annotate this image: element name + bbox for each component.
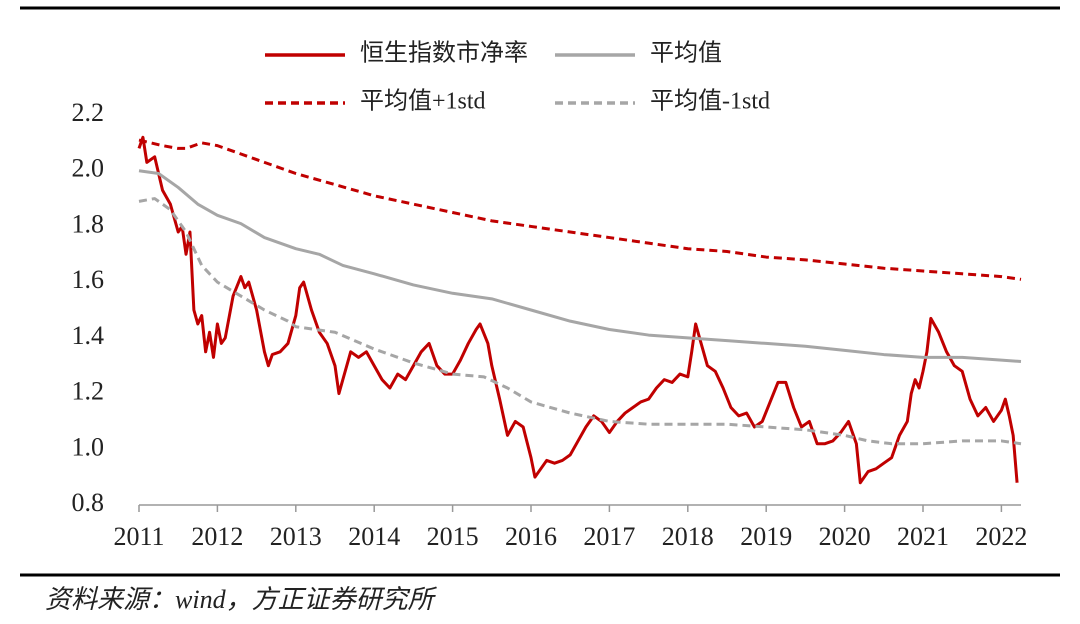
y-tick-label: 1.2 (72, 377, 105, 406)
x-tick-label: 2013 (270, 522, 322, 551)
series-line (138, 197, 1022, 446)
y-tick-label: 2.2 (72, 98, 105, 127)
legend-label: 平均值-1std (650, 88, 770, 115)
x-tick-label: 2016 (505, 522, 557, 551)
series-line (138, 169, 1022, 364)
x-tick-label: 2018 (662, 522, 714, 551)
x-tick-label: 2014 (348, 522, 400, 551)
x-tick-label: 2020 (819, 522, 871, 551)
y-tick-label: 1.0 (72, 432, 105, 461)
x-tick-label: 2022 (975, 522, 1027, 551)
series-line (138, 138, 1022, 281)
x-tick-label: 2015 (427, 522, 479, 551)
x-tick-label: 2021 (897, 522, 949, 551)
y-tick-label: 1.8 (72, 209, 105, 238)
x-tick-label: 2011 (113, 522, 164, 551)
source-note: 资料来源：wind，方正证券研究所 (45, 585, 438, 614)
x-tick-label: 2012 (191, 522, 243, 551)
legend-label: 平均值 (650, 40, 722, 67)
legend-label: 恒生指数市净率 (360, 40, 528, 67)
y-tick-label: 0.8 (72, 488, 105, 517)
x-tick-label: 2017 (583, 522, 635, 551)
y-tick-label: 1.6 (72, 265, 105, 294)
series-line (137, 135, 1019, 485)
y-tick-label: 1.4 (72, 321, 105, 350)
legend-label: 平均值+1std (360, 88, 486, 115)
x-tick-label: 2019 (740, 522, 792, 551)
y-tick-label: 2.0 (72, 154, 105, 183)
